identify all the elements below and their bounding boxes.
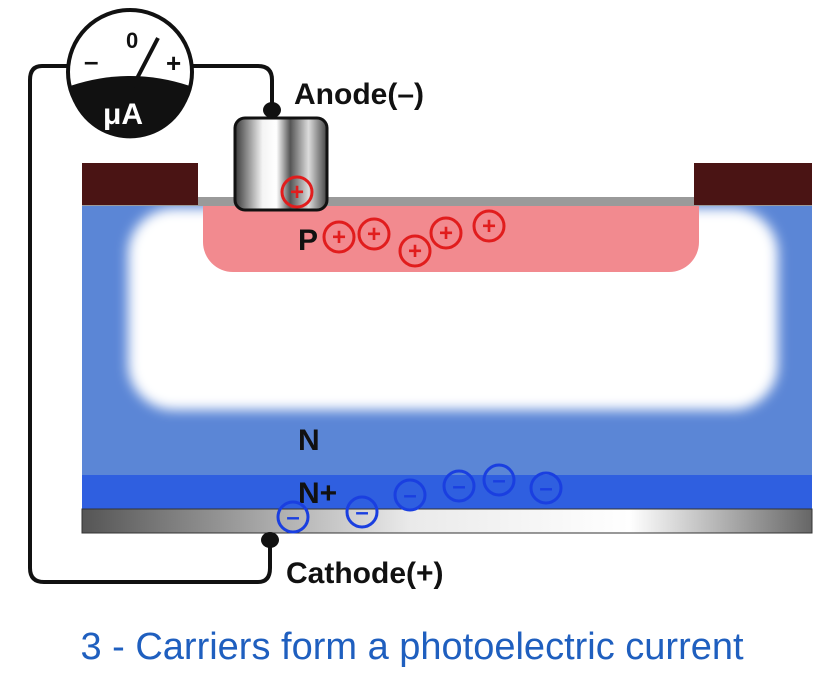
electron-carrier-symbol: – <box>403 482 416 509</box>
hole-carrier-symbol: + <box>367 221 381 248</box>
meter-unit-label: μA <box>103 98 143 131</box>
hole-carrier-symbol: + <box>408 238 422 265</box>
hole-carrier: + <box>357 217 391 251</box>
electron-carrier: – <box>529 471 563 505</box>
hole-carrier-symbol: + <box>482 213 496 240</box>
hole-carrier-symbol: + <box>290 179 304 206</box>
electron-carrier: – <box>276 500 310 534</box>
oxide-layer <box>82 197 812 206</box>
meter-minus-label: – <box>84 46 98 76</box>
anode-electrode <box>233 116 329 212</box>
microammeter: 0 – + μA <box>66 8 194 139</box>
hole-carrier: + <box>429 216 463 250</box>
electron-carrier-symbol: – <box>539 475 552 502</box>
electron-carrier-symbol: – <box>286 504 299 531</box>
hole-carrier: + <box>472 209 506 243</box>
circuit-wire <box>28 64 272 584</box>
n-region-label: N <box>298 424 320 457</box>
electron-carrier: – <box>442 469 476 503</box>
electron-carrier: – <box>393 478 427 512</box>
electron-carrier-symbol: – <box>452 473 465 500</box>
n-plus-region-label: N+ <box>298 477 337 510</box>
meter-zero-label: 0 <box>126 28 138 53</box>
hole-carrier: + <box>398 234 432 268</box>
meter-plus-label: + <box>166 48 181 78</box>
right-contact-pad <box>694 163 812 205</box>
cathode-label: Cathode(+) <box>286 557 444 590</box>
meter-needle <box>130 37 160 89</box>
circuit-wire-anode <box>188 64 274 108</box>
electrons-group: – –– – – – <box>276 463 563 534</box>
bottom-metal-contact <box>81 508 813 534</box>
electron-carrier: – <box>482 463 516 497</box>
figure-caption: 3 - Carriers form a photoelectric curren… <box>80 626 744 668</box>
hole-carrier: + <box>322 220 356 254</box>
hole-carrier: + <box>280 175 314 209</box>
anode-label: Anode(–) <box>294 78 424 111</box>
left-contact-pad <box>82 163 198 205</box>
p-region-label: P <box>298 224 318 257</box>
electron-carrier-symbol: – <box>492 467 505 494</box>
electron-carrier: – <box>345 495 379 529</box>
holes-group: + + + + + + <box>280 175 506 268</box>
electron-carrier-symbol: – <box>355 499 368 526</box>
n-plus-layer <box>82 475 812 509</box>
anode-connector <box>263 102 281 118</box>
cathode-connector <box>261 532 279 548</box>
hole-carrier-symbol: + <box>332 224 346 251</box>
hole-carrier-symbol: + <box>439 220 453 247</box>
